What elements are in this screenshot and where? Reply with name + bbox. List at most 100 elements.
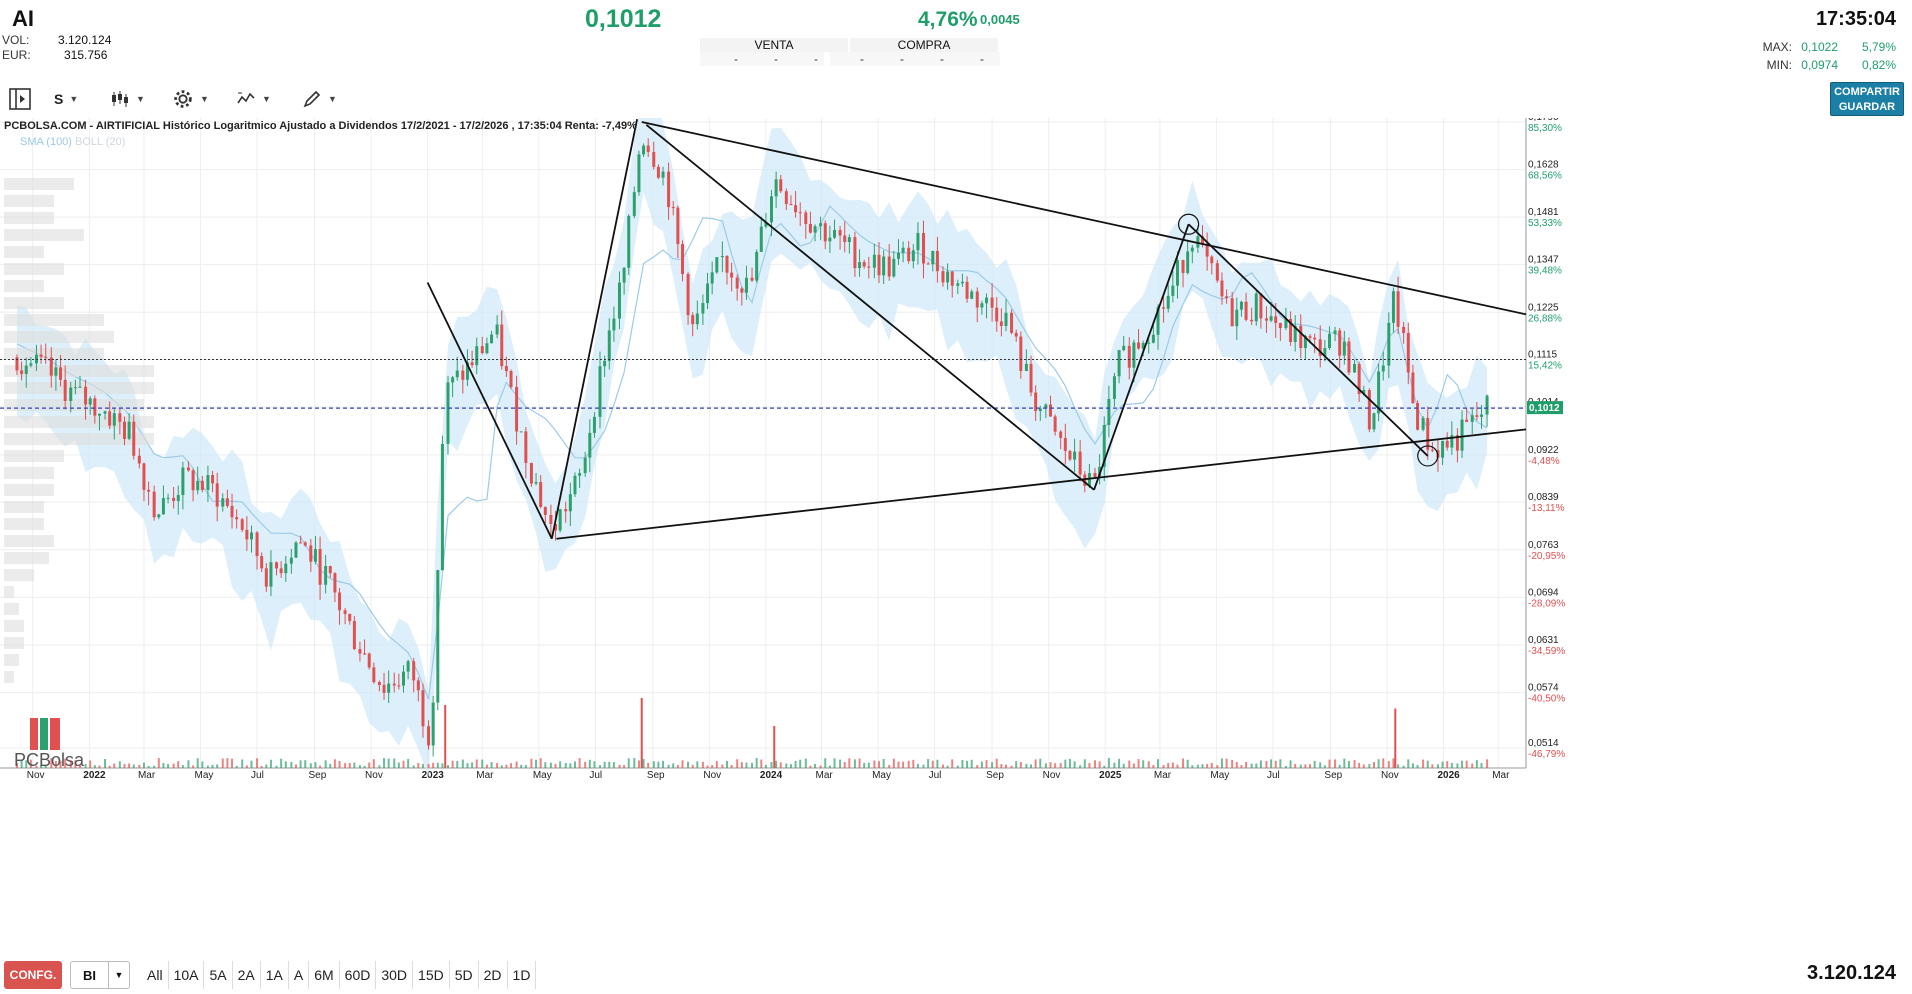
candle-body	[676, 207, 680, 245]
range-button-all[interactable]: All	[142, 961, 169, 989]
volume-bar	[475, 759, 478, 768]
scale-selector[interactable]: S ▼	[54, 87, 78, 111]
volume-bar	[1313, 760, 1316, 768]
candle-body	[436, 570, 440, 703]
range-button-60d[interactable]: 60D	[340, 961, 377, 989]
candle-body	[1465, 419, 1469, 422]
volume-bar	[1059, 763, 1062, 768]
candle-body	[808, 224, 812, 233]
volume-bar	[672, 763, 675, 768]
logo-mark	[30, 718, 38, 750]
volume-bar	[627, 758, 630, 768]
volume-bar	[1461, 760, 1464, 768]
volume-profile-bar	[4, 331, 114, 343]
volume-bar	[991, 762, 994, 768]
candle-body	[617, 282, 621, 319]
volume-bar	[265, 764, 268, 768]
share-save-button[interactable]: COMPARTIR GUARDAR	[1830, 82, 1904, 116]
pencil-icon[interactable]: ▼	[302, 87, 337, 111]
range-button-5a[interactable]: 5A	[204, 961, 233, 989]
volume-bar	[206, 765, 209, 768]
range-button-2d[interactable]: 2D	[479, 961, 508, 989]
candle-body	[1254, 293, 1258, 322]
volume-bar	[466, 763, 469, 768]
gear-icon[interactable]: ▼	[172, 87, 209, 111]
interval-select[interactable]: BI ▼	[70, 961, 130, 989]
x-tick-label: Jul	[589, 770, 602, 781]
volume-bar	[397, 762, 400, 768]
volume-bar	[54, 761, 57, 768]
candle-body	[406, 661, 410, 672]
x-tick-label: Jul	[251, 770, 264, 781]
config-button[interactable]: CONFG.	[4, 961, 62, 989]
volume-bar	[1323, 765, 1326, 768]
x-tick-label: May	[1210, 770, 1229, 781]
legend-boll[interactable]: BOLL (20)	[75, 136, 126, 148]
candle-body	[176, 495, 180, 502]
legend-sma[interactable]: SMA (100)	[20, 136, 72, 148]
volume-bar	[593, 761, 596, 768]
panel-toggle-icon[interactable]	[8, 87, 32, 111]
x-tick-label: May	[872, 770, 891, 781]
range-button-15d[interactable]: 15D	[413, 961, 450, 989]
volume-bar	[789, 764, 792, 768]
x-tick-label: 2025	[1099, 770, 1122, 781]
range-button-6m[interactable]: 6M	[309, 961, 340, 989]
volume-bar	[642, 759, 645, 768]
volume-bar	[417, 763, 420, 768]
volume-bar	[79, 764, 82, 768]
candle-body	[1190, 247, 1194, 252]
chart-toolbar: S ▼ ▼ ▼ ▼ ▼	[0, 83, 1912, 115]
volume-bar	[873, 760, 876, 768]
volume-bar	[500, 765, 503, 768]
candle-body	[440, 443, 444, 571]
candle-body	[309, 545, 313, 562]
range-button-1d[interactable]: 1D	[508, 961, 537, 989]
candle-body	[872, 254, 876, 268]
candle-body	[656, 166, 660, 178]
volume-bar	[715, 761, 718, 768]
volume-bar	[1152, 765, 1155, 768]
range-button-2a[interactable]: 2A	[233, 961, 261, 989]
volume-bar	[153, 765, 156, 768]
candle-body	[1313, 337, 1317, 340]
range-button-5d[interactable]: 5D	[450, 961, 479, 989]
y-tick-pct: 26,88%	[1528, 313, 1562, 324]
volume-bar	[93, 765, 96, 768]
y-tick-label: 0,1481	[1528, 207, 1559, 218]
candle-body	[1151, 334, 1155, 343]
candle-body	[230, 506, 234, 518]
candle-body	[421, 690, 425, 727]
candle-body	[480, 346, 484, 354]
volume-bar	[1392, 758, 1395, 768]
range-button-a[interactable]: A	[289, 961, 310, 989]
candle-body	[950, 271, 954, 286]
range-button-30d[interactable]: 30D	[376, 961, 414, 989]
candles-icon[interactable]: ▼	[110, 87, 145, 111]
range-button-1a[interactable]: 1A	[261, 961, 289, 989]
trendline	[1187, 223, 1429, 457]
volume-bar	[456, 761, 459, 768]
volume-bar	[1377, 759, 1380, 768]
candle-body	[260, 556, 264, 569]
volume-bar	[481, 759, 484, 768]
volume-bar	[888, 765, 891, 768]
volume-bar	[485, 764, 488, 768]
volume-profile-bar	[4, 586, 14, 598]
candle-body	[681, 244, 685, 275]
indicators-icon[interactable]: ▼	[236, 87, 271, 111]
last-price-tag-text: 0,1012	[1529, 403, 1560, 414]
volume-bar	[691, 764, 694, 768]
candle-body	[750, 277, 754, 281]
volume-bar	[471, 762, 474, 768]
candle-body	[1210, 256, 1214, 264]
candle-body	[372, 667, 376, 683]
candle-body	[627, 215, 631, 268]
range-button-10a[interactable]: 10A	[169, 961, 205, 989]
volume-bar	[681, 760, 684, 768]
volume-bar	[927, 759, 930, 768]
volume-bar	[15, 763, 18, 768]
candle-body	[887, 256, 891, 277]
candle-body	[740, 288, 744, 293]
